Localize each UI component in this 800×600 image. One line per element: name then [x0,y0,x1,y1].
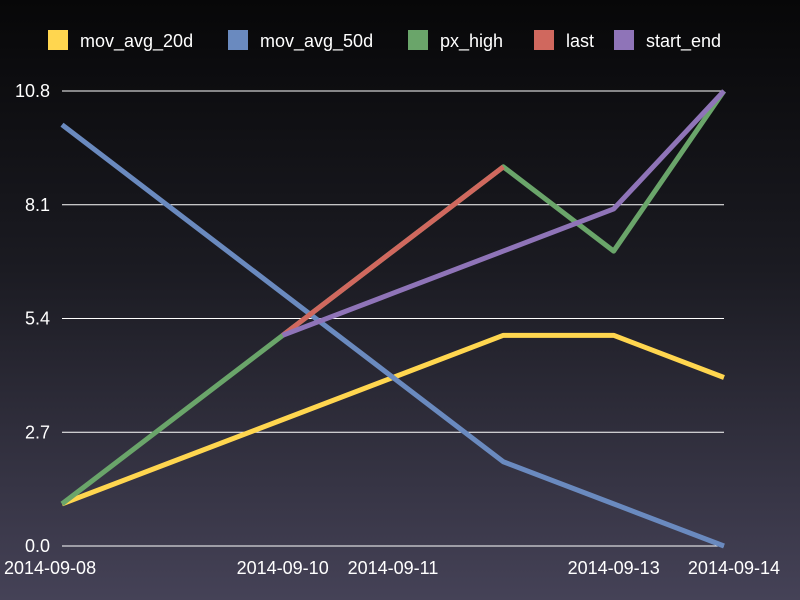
y-tick-label: 10.8 [15,81,50,101]
y-tick-label: 2.7 [25,422,50,442]
series-line-mov_avg_50d [60,122,725,549]
legend-item-start_end: start_end [614,30,721,52]
legend-label: mov_avg_50d [260,31,373,52]
x-axis-ticks: 2014-09-08 2014-09-10 2014-09-11 2014-09-13… [4,558,780,578]
x-tick-label: 2014-09-10 [237,558,329,578]
y-tick-label: 0.0 [25,536,50,556]
legend-item-mov_avg_50d: mov_avg_50d [228,30,373,52]
legend-label: start_end [646,31,721,52]
y-tick-label: 5.4 [25,309,50,329]
grid-layer [62,90,724,547]
legend-label: px_high [440,31,503,52]
legend-label: last [566,31,594,51]
legend-item-last: last [534,30,594,51]
x-tick-label: 2014-09-13 [568,558,660,578]
legend-label: mov_avg_20d [80,31,193,52]
legend-item-mov_avg_20d: mov_avg_20d [48,30,193,52]
y-axis-ticks: 0.0 2.7 5.4 8.1 10.8 [15,81,50,556]
series-line-last [281,164,505,338]
legend: mov_avg_20d mov_avg_50d px_high last start_e… [48,30,721,52]
x-tick-label: 2014-09-08 [4,558,96,578]
y-tick-label: 8.1 [25,195,50,215]
series-line-px_high [60,89,727,506]
series-line-start_end [281,89,726,338]
legend-swatch [534,30,554,50]
x-tick-label: 2014-09-14 [688,558,780,578]
x-tick-label: 2014-09-11 [348,558,439,578]
legend-swatch [228,30,248,50]
series-line-mov_avg_20d [61,332,725,507]
legend-item-px_high: px_high [408,30,503,52]
legend-swatch [614,30,634,50]
legend-swatch [408,30,428,50]
series-layer [60,89,727,549]
legend-swatch [48,30,68,50]
